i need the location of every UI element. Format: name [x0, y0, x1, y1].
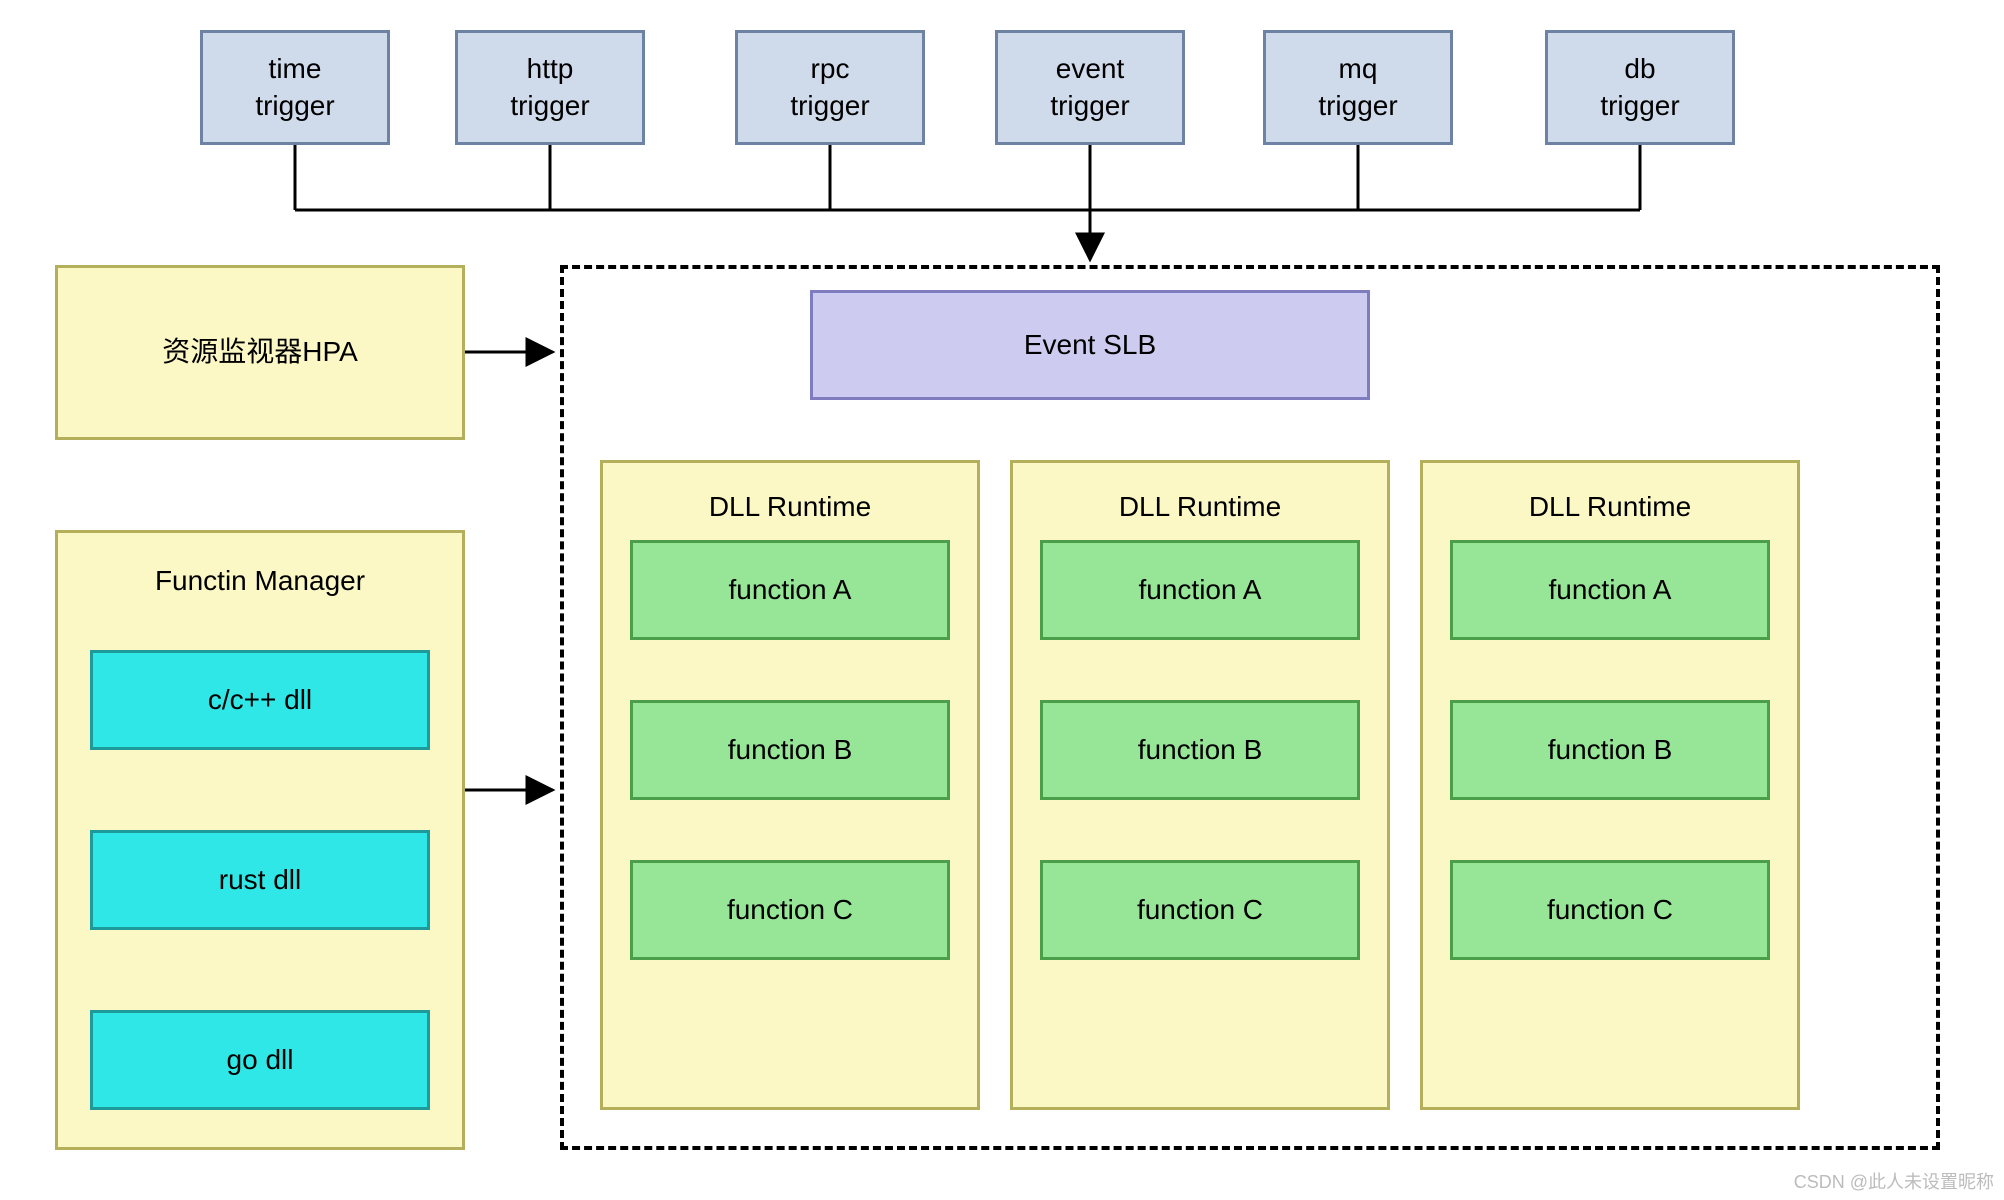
- trigger-event: eventtrigger: [995, 30, 1185, 145]
- trigger-http: httptrigger: [455, 30, 645, 145]
- dll-go: go dll: [90, 1010, 430, 1110]
- function-box: function A: [630, 540, 950, 640]
- function-box: function A: [1040, 540, 1360, 640]
- trigger-mq: mqtrigger: [1263, 30, 1453, 145]
- dll-go-label: go dll: [227, 1042, 294, 1078]
- function-box: function A: [1450, 540, 1770, 640]
- dll-rust: rust dll: [90, 830, 430, 930]
- function-box: function C: [630, 860, 950, 960]
- dll-rust-label: rust dll: [219, 862, 301, 898]
- function-box: function C: [1450, 860, 1770, 960]
- hpa-box: 资源监视器HPA: [55, 265, 465, 440]
- function-manager-title: Functin Manager: [76, 545, 444, 609]
- trigger-rpc: rpctrigger: [735, 30, 925, 145]
- function-box: function B: [1450, 700, 1770, 800]
- trigger-time: timetrigger: [200, 30, 390, 145]
- watermark: CSDN @此人未设置昵称: [1794, 1168, 1994, 1194]
- event-slb-label: Event SLB: [1024, 327, 1156, 363]
- function-box: function B: [630, 700, 950, 800]
- dll-runtime-title: DLL Runtime: [621, 475, 959, 531]
- hpa-label: 资源监视器HPA: [162, 334, 358, 370]
- trigger-db: dbtrigger: [1545, 30, 1735, 145]
- dll-runtime-title: DLL Runtime: [1441, 475, 1779, 531]
- dll-runtime-title: DLL Runtime: [1031, 475, 1369, 531]
- function-box: function C: [1040, 860, 1360, 960]
- dll-cpp: c/c++ dll: [90, 650, 430, 750]
- event-slb: Event SLB: [810, 290, 1370, 400]
- function-box: function B: [1040, 700, 1360, 800]
- dll-cpp-label: c/c++ dll: [208, 682, 312, 718]
